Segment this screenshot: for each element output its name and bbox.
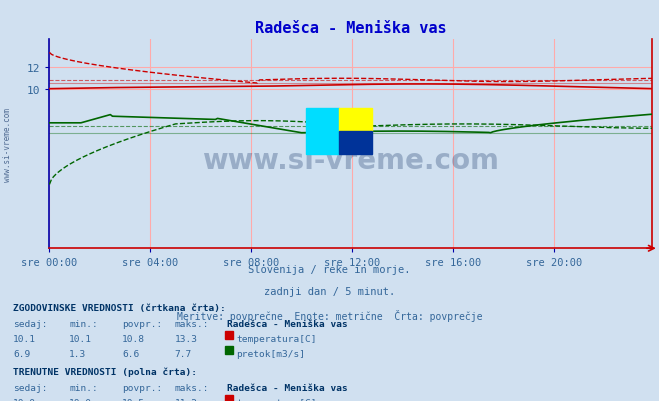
Text: Radešca - Meniška vas: Radešca - Meniška vas — [227, 319, 348, 328]
Text: temperatura[C]: temperatura[C] — [236, 398, 316, 401]
Text: 10.0: 10.0 — [69, 398, 92, 401]
Text: min.:: min.: — [69, 383, 98, 391]
Text: www.si-vreme.com: www.si-vreme.com — [3, 107, 13, 181]
Bar — [339, 132, 372, 155]
Text: sedaj:: sedaj: — [13, 383, 47, 391]
Text: www.si-vreme.com: www.si-vreme.com — [202, 147, 500, 175]
Text: povpr.:: povpr.: — [122, 383, 162, 391]
Title: Radešca - Meniška vas: Radešca - Meniška vas — [255, 21, 447, 36]
Text: temperatura[C]: temperatura[C] — [236, 334, 316, 343]
Text: 10.5: 10.5 — [122, 398, 145, 401]
Text: zadnji dan / 5 minut.: zadnji dan / 5 minut. — [264, 287, 395, 297]
Bar — [306, 109, 339, 155]
Bar — [339, 109, 372, 132]
Text: sedaj:: sedaj: — [13, 319, 47, 328]
Text: Meritve: povprečne  Enote: metrične  Črta: povprečje: Meritve: povprečne Enote: metrične Črta:… — [177, 309, 482, 321]
Text: maks.:: maks.: — [175, 319, 209, 328]
Text: 6.6: 6.6 — [122, 349, 139, 358]
Text: 7.7: 7.7 — [175, 349, 192, 358]
Text: Radešca - Meniška vas: Radešca - Meniška vas — [227, 383, 348, 391]
Text: Slovenija / reke in morje.: Slovenija / reke in morje. — [248, 265, 411, 275]
Text: 6.9: 6.9 — [13, 349, 30, 358]
Text: pretok[m3/s]: pretok[m3/s] — [236, 349, 305, 358]
Text: 10.1: 10.1 — [69, 334, 92, 343]
Text: ZGODOVINSKE VREDNOSTI (črtkana črta):: ZGODOVINSKE VREDNOSTI (črtkana črta): — [13, 303, 226, 312]
Text: 1.3: 1.3 — [69, 349, 86, 358]
Text: 10.8: 10.8 — [122, 334, 145, 343]
Text: TRENUTNE VREDNOSTI (polna črta):: TRENUTNE VREDNOSTI (polna črta): — [13, 367, 197, 376]
Text: povpr.:: povpr.: — [122, 319, 162, 328]
Text: 11.2: 11.2 — [175, 398, 198, 401]
Text: min.:: min.: — [69, 319, 98, 328]
Text: maks.:: maks.: — [175, 383, 209, 391]
Text: 10.0: 10.0 — [13, 398, 36, 401]
Text: 13.3: 13.3 — [175, 334, 198, 343]
Text: 10.1: 10.1 — [13, 334, 36, 343]
